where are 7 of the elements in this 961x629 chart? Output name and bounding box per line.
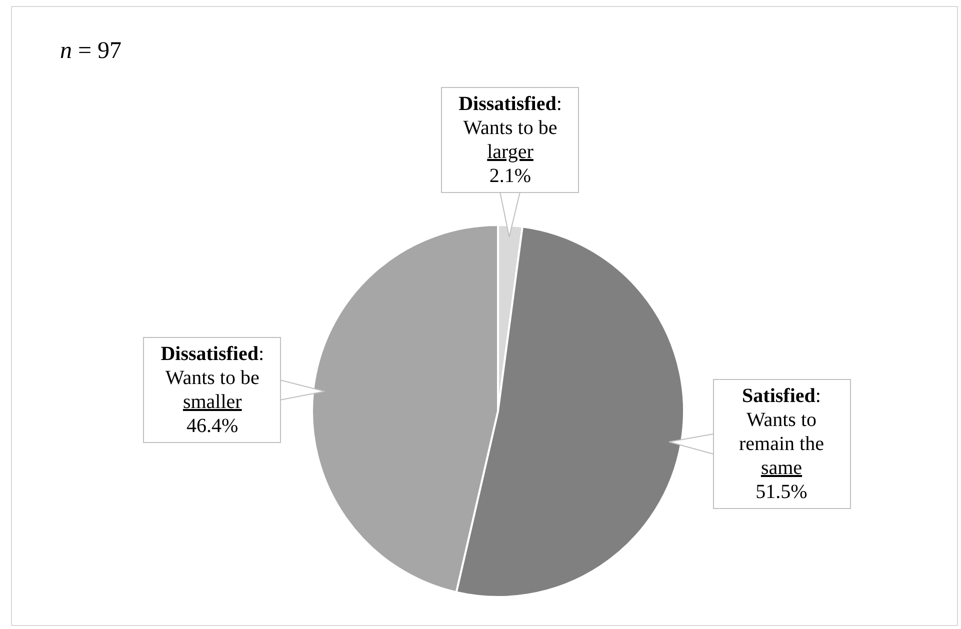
slice-label: Satisfied: Wants to remain the same <box>739 385 824 480</box>
data-label: 46.4% <box>186 415 238 437</box>
slice-label: Dissatisfied: Wants to be smaller <box>160 343 264 413</box>
data-label: 51.5% <box>756 481 808 504</box>
data-label: 2.1% <box>489 165 532 188</box>
slice-label: Dissatisfied: Wants to be larger <box>458 93 562 164</box>
text: n = 97 <box>60 38 122 64</box>
